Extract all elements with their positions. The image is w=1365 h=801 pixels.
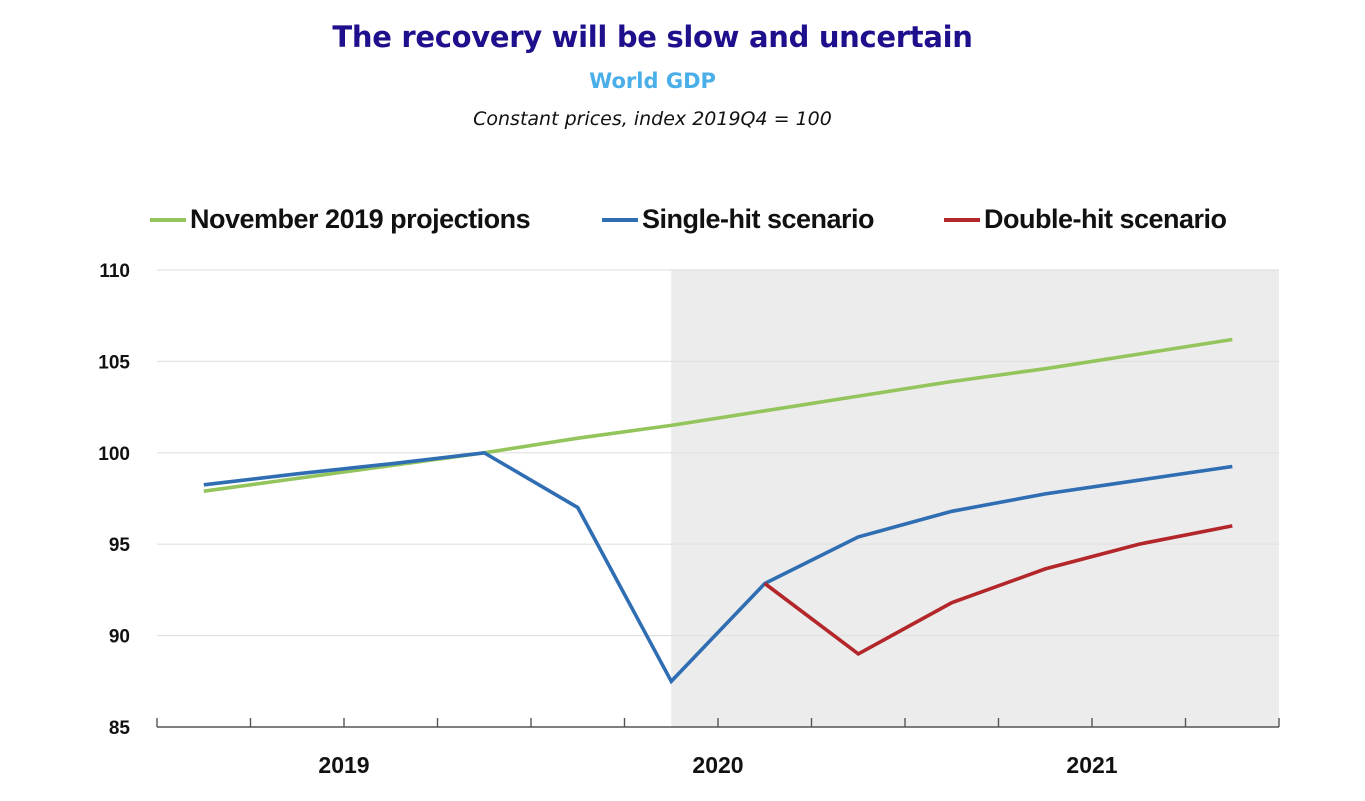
legend-item-double-hit: Double-hit scenario bbox=[944, 204, 1227, 235]
y-tick-label: 110 bbox=[99, 261, 130, 282]
legend-swatch-green bbox=[150, 217, 186, 222]
y-tick-label: 95 bbox=[109, 535, 131, 556]
series-line-november-2019-projections bbox=[203, 337, 1233, 493]
projection-shaded-region bbox=[671, 270, 1279, 727]
chart-subtitle: World GDP bbox=[589, 69, 716, 93]
series-line-double-hit-scenario bbox=[763, 524, 1233, 657]
y-tick-label: 90 bbox=[109, 627, 130, 648]
y-tick-label: 105 bbox=[98, 352, 130, 373]
legend-swatch-red bbox=[944, 217, 980, 222]
legend-label: Double-hit scenario bbox=[984, 204, 1227, 234]
series-line-single-hit-scenario bbox=[203, 450, 1233, 685]
legend-item-november-projections: November 2019 projections bbox=[150, 204, 531, 235]
legend-label: November 2019 projections bbox=[190, 204, 531, 234]
chart-units-note: Constant prices, index 2019Q4 = 100 bbox=[473, 108, 832, 130]
x-year-label: 2021 bbox=[1066, 752, 1117, 778]
x-year-label: 2020 bbox=[692, 752, 743, 778]
legend-swatch-blue bbox=[602, 217, 638, 222]
y-tick-label: 85 bbox=[109, 718, 131, 739]
chart-title: The recovery will be slow and uncertain bbox=[332, 20, 973, 54]
y-tick-label: 100 bbox=[98, 444, 130, 465]
legend-item-single-hit: Single-hit scenario bbox=[602, 204, 875, 235]
x-year-label: 2019 bbox=[318, 752, 369, 778]
legend-label: Single-hit scenario bbox=[642, 204, 875, 234]
